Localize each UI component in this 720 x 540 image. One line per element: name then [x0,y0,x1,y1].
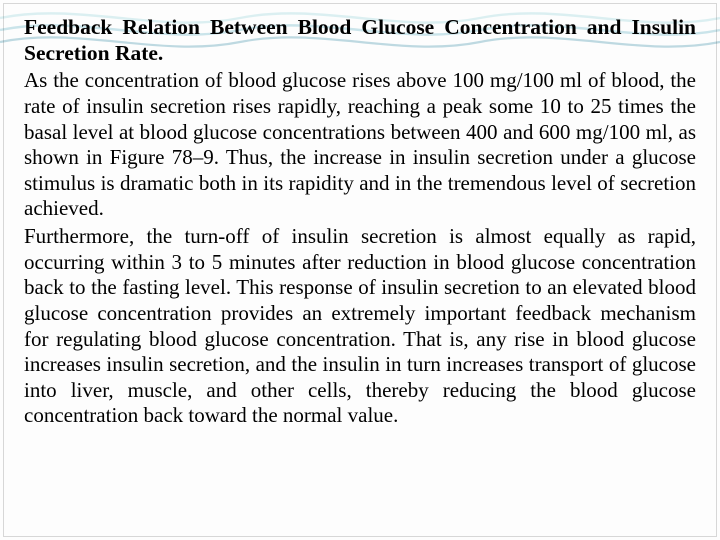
slide-content: Feedback Relation Between Blood Glucose … [0,0,720,540]
slide-heading: Feedback Relation Between Blood Glucose … [24,14,696,66]
slide-paragraph-2: Furthermore, the turn-off of insulin sec… [24,224,696,429]
slide-paragraph-1: As the concentration of blood glucose ri… [24,68,696,222]
